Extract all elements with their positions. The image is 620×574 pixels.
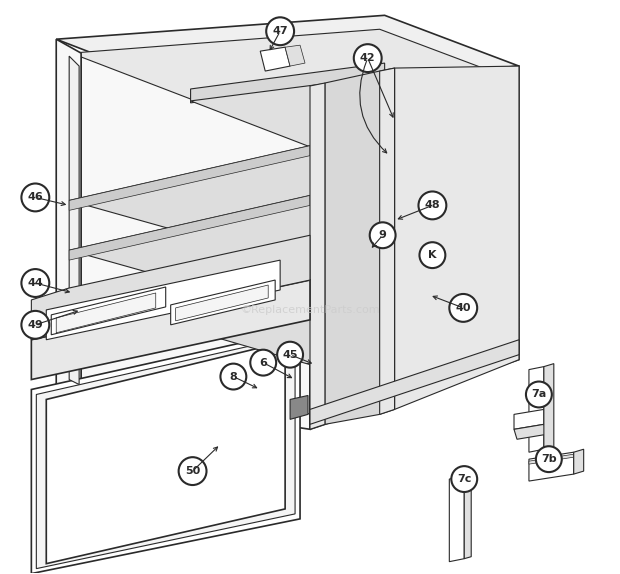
- Polygon shape: [71, 29, 504, 101]
- FancyArrowPatch shape: [360, 61, 387, 153]
- Circle shape: [370, 222, 396, 248]
- Text: 50: 50: [185, 466, 200, 476]
- Polygon shape: [56, 293, 156, 333]
- Polygon shape: [69, 241, 519, 364]
- Polygon shape: [170, 280, 275, 325]
- Polygon shape: [69, 195, 519, 318]
- Polygon shape: [379, 68, 394, 414]
- Polygon shape: [310, 83, 325, 429]
- Text: 8: 8: [229, 371, 237, 382]
- Text: K: K: [428, 250, 436, 260]
- Text: 48: 48: [425, 200, 440, 211]
- Text: 47: 47: [272, 26, 288, 36]
- Text: 42: 42: [360, 53, 376, 63]
- Circle shape: [354, 44, 382, 72]
- Text: 9: 9: [379, 230, 387, 241]
- Circle shape: [526, 382, 552, 408]
- Circle shape: [277, 342, 303, 367]
- Polygon shape: [56, 39, 81, 400]
- Polygon shape: [46, 260, 280, 340]
- Circle shape: [22, 269, 49, 297]
- Polygon shape: [46, 342, 285, 564]
- Polygon shape: [69, 146, 519, 268]
- Text: 40: 40: [456, 303, 471, 313]
- Polygon shape: [529, 454, 574, 464]
- Text: 7a: 7a: [531, 390, 546, 400]
- Text: 7c: 7c: [457, 474, 471, 484]
- Circle shape: [22, 184, 49, 211]
- Polygon shape: [394, 66, 519, 409]
- Polygon shape: [310, 66, 519, 429]
- Text: 44: 44: [27, 278, 43, 288]
- Polygon shape: [51, 287, 166, 335]
- Text: 6: 6: [259, 358, 267, 367]
- Polygon shape: [190, 76, 504, 150]
- Polygon shape: [69, 56, 79, 385]
- Polygon shape: [290, 395, 308, 420]
- Polygon shape: [514, 409, 544, 429]
- Polygon shape: [529, 367, 544, 452]
- Polygon shape: [56, 15, 519, 91]
- Polygon shape: [69, 195, 310, 260]
- Polygon shape: [260, 47, 290, 71]
- Polygon shape: [464, 474, 471, 559]
- Polygon shape: [175, 285, 268, 321]
- Polygon shape: [544, 363, 554, 449]
- Circle shape: [420, 242, 445, 268]
- Polygon shape: [325, 68, 394, 424]
- Circle shape: [221, 363, 246, 390]
- Text: 46: 46: [27, 192, 43, 203]
- Polygon shape: [69, 241, 310, 305]
- Circle shape: [250, 350, 276, 375]
- Circle shape: [266, 17, 294, 45]
- Circle shape: [536, 446, 562, 472]
- Polygon shape: [69, 146, 310, 211]
- Polygon shape: [529, 452, 574, 481]
- Polygon shape: [285, 45, 305, 66]
- Text: 7b: 7b: [541, 454, 557, 464]
- Circle shape: [179, 457, 206, 485]
- Text: 49: 49: [27, 320, 43, 330]
- Polygon shape: [190, 63, 384, 103]
- Polygon shape: [32, 235, 310, 340]
- Polygon shape: [32, 330, 300, 573]
- Text: 45: 45: [282, 350, 298, 360]
- Circle shape: [418, 192, 446, 219]
- Circle shape: [450, 294, 477, 322]
- Polygon shape: [81, 53, 310, 429]
- Circle shape: [451, 466, 477, 492]
- Polygon shape: [37, 336, 295, 569]
- Polygon shape: [574, 449, 583, 474]
- Text: ©ReplacementParts.com: ©ReplacementParts.com: [240, 305, 380, 315]
- Polygon shape: [514, 424, 547, 439]
- Polygon shape: [450, 476, 464, 562]
- Polygon shape: [32, 280, 310, 379]
- Polygon shape: [310, 340, 519, 424]
- Circle shape: [22, 311, 49, 339]
